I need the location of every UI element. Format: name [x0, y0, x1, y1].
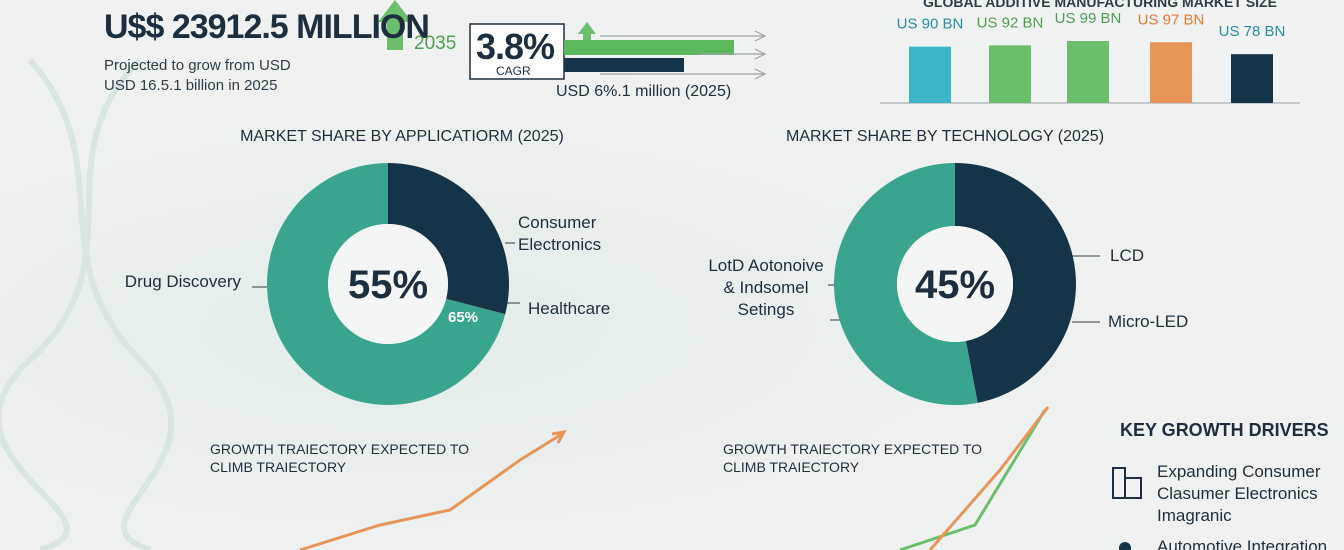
subtitle-line: Projected to grow from USD	[104, 57, 291, 74]
bar	[1231, 54, 1273, 103]
arrow-icon	[378, 0, 412, 50]
pie-annotation: 65%	[448, 309, 479, 326]
cagr-bar	[564, 58, 684, 72]
pie-title: MARKET SHARE BY TECHNOLOGY (2025)	[785, 128, 1105, 145]
growth-arrow	[899, 409, 1047, 550]
drivers-title: KEY GROWTH DRIVERS	[1120, 420, 1329, 440]
pie-label: Consumer Electronics	[518, 213, 602, 254]
cagr-guides	[600, 30, 767, 80]
bar-value-label: US 97 BN	[1138, 11, 1205, 28]
donut-hole	[328, 224, 448, 344]
driver-icon	[1124, 477, 1142, 499]
pie-annotation: Micro-LED	[1108, 312, 1189, 331]
driver-icon	[1119, 542, 1131, 550]
arrow-icon	[578, 22, 596, 42]
growth-arrow	[299, 432, 563, 550]
driver-icon	[1112, 467, 1126, 499]
bar	[989, 45, 1031, 103]
bar-value-label: US 92 BN	[977, 14, 1044, 31]
driver-item: Expanding Consumer Clasumer Electronics …	[1157, 462, 1321, 525]
cagr-note: USD 6%.1 million (2025)	[556, 83, 732, 100]
subtitle-line: USD 16.5.1 billion in 2025	[104, 77, 278, 94]
driver-item: Automotive Integration	[1157, 537, 1328, 550]
pie-center-label: 55%	[348, 263, 428, 307]
bar-value-label: US 99 BN	[1055, 10, 1122, 27]
headline-year: 2035	[414, 33, 457, 54]
pie-center-label: 45%	[915, 263, 995, 307]
cagr-value: 3.8%	[476, 26, 555, 67]
dna-decor	[0, 57, 143, 550]
growth-arrow	[928, 406, 1050, 550]
pie-segment	[955, 163, 1076, 403]
pie-segment	[833, 163, 978, 405]
growth-note: GROWTH TRAIECTORY EXPECTED TO CLIMB TRAI…	[210, 441, 470, 475]
growth-note: GROWTH TRAIECTORY EXPECTED TO CLIMB TRAI…	[723, 441, 983, 475]
dna-decor	[27, 57, 175, 550]
cagr-box	[469, 23, 565, 80]
bar	[1067, 41, 1109, 103]
leader-lines	[828, 255, 1100, 323]
headline: U$$ 23912.5 MILLION	[104, 8, 430, 46]
subtitle: Projected to grow from USD USD 16.5.1 bi…	[104, 56, 291, 96]
cagr-label: CAGR	[496, 64, 531, 78]
pie-annotation: Healthcare	[528, 299, 611, 318]
bar	[1150, 42, 1192, 103]
pie-label: LotD Aotonoive & Indsomel Setings	[708, 256, 824, 319]
donut-hole	[897, 226, 1013, 342]
pie-label: Drug Discovery	[124, 272, 241, 291]
pie-label: LCD	[1110, 246, 1145, 265]
pie-title: MARKET SHARE BY APPLICATIORM (2025)	[240, 128, 564, 145]
bar-value-label: US 78 BN	[1219, 23, 1286, 40]
bar-value-label: US 90 BN	[897, 16, 964, 33]
pie-segment	[388, 163, 509, 315]
bar	[909, 46, 951, 103]
bar-chart-title: GLOBAL ADDITIVE MANUFACTURING MARKET SIZ…	[923, 0, 1277, 10]
cagr-bar	[564, 40, 734, 55]
pie-segment	[266, 163, 506, 405]
growth-arrow	[551, 430, 567, 444]
